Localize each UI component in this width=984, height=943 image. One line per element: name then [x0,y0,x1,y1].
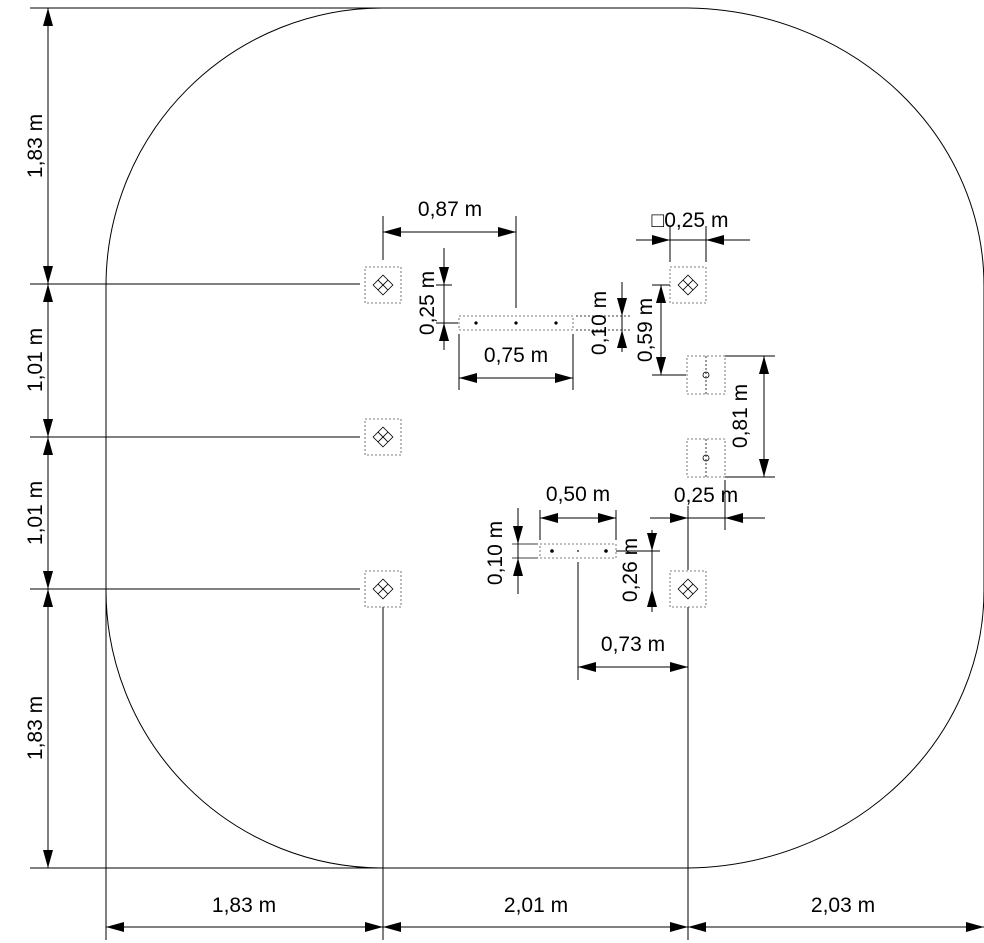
foundation-upper [686,355,726,395]
dim-upper-beam-length-lines [458,334,574,390]
dim-lower-offset-b-lines [616,530,660,612]
dim-upper-beam-height: 0,25 m [416,271,439,335]
dim-upper-beam-offset: 0,87 m [418,198,482,221]
dim-upper-beam-thickness-lines [576,282,630,352]
dim-upper-beam-offset-lines [382,216,517,308]
dim-lower-beam-thickness: 0,10 m [484,521,507,585]
dim-left-bottom: 1,83 m [24,696,47,760]
dim-left-top: 1,83 m [24,114,47,178]
lower-beam [539,543,617,559]
upper-beam [458,315,574,331]
post-right-bottom [669,570,707,608]
left-dimension-chain [30,7,383,869]
dim-bottom-right: 2,03 m [811,894,875,917]
post-size-symbol: □ [652,209,665,232]
dim-lower-offset-a: 0,25 m [674,484,738,507]
bottom-dimension-chain [105,590,984,940]
post-left-bottom [364,570,402,608]
post-left-mid [364,418,402,456]
post-left-top [364,266,402,304]
dim-lower-offset-b: 0,26 m [619,538,642,602]
dim-upper-beam-height-lines [436,248,458,350]
dim-upper-beam-length: 0,75 m [484,344,548,367]
safety-zone-boundary [105,7,984,869]
dim-post-spacing-a: 0,59 m [634,298,657,362]
dim-lower-beam-thickness-lines [512,508,538,594]
foundation-lower [686,438,726,478]
dim-lower-offset-a-lines [650,480,765,570]
dim-lower-offset-c: 0,73 m [601,633,665,656]
dim-post-size-lines [636,226,750,262]
post-size-value: 0,25 m [664,209,728,232]
dim-left-mid-b: 1,01 m [24,481,47,545]
dim-post-spacing-b: 0,81 m [729,384,752,448]
dim-bottom-left: 1,83 m [212,894,276,917]
dim-left-mid-a: 1,01 m [24,328,47,392]
dim-bottom-mid: 2,01 m [504,894,568,917]
dim-upper-beam-thickness: 0,10 m [588,291,611,355]
dim-post-size: □0,25 m [652,209,729,232]
dim-lower-offset-c-lines [577,562,688,680]
dim-post-spacing-a-lines [652,284,686,376]
dim-lower-beam-length-lines [539,510,617,540]
post-right-top [669,266,707,304]
dim-post-spacing-b-lines [725,355,775,478]
dim-lower-beam-length: 0,50 m [546,483,610,506]
